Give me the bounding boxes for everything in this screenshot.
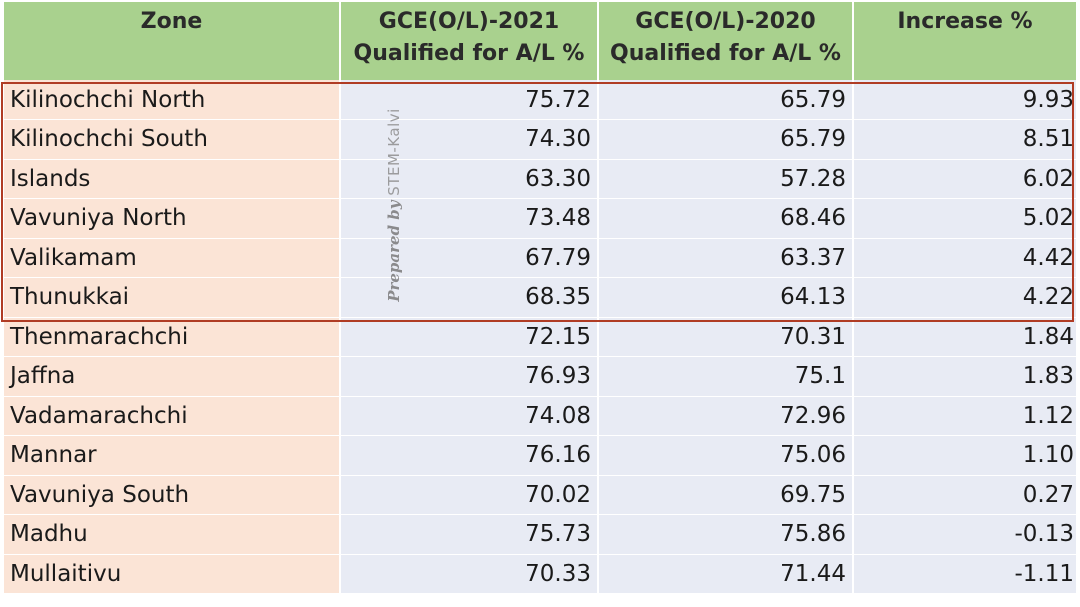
value-2020-cell: 70.31 <box>598 317 854 357</box>
value-2020-cell: 64.13 <box>598 277 854 318</box>
value-2020-cell: 75.86 <box>598 514 854 555</box>
increase-cell: -0.13 <box>853 514 1076 555</box>
increase-cell: 6.02 <box>853 159 1076 199</box>
value-2021-cell: 74.30 <box>340 119 599 160</box>
table-row: Vavuniya South 70.02 69.75 0.27 <box>4 475 1076 515</box>
table-row: Kilinochchi North 75.72 65.79 9.93 <box>4 80 1076 120</box>
value-2021-cell: 63.30 <box>340 159 599 199</box>
header-2020-line2: Qualified for A/L % <box>610 41 841 66</box>
zone-cell: Jaffna <box>4 356 341 397</box>
zone-cell: Vadamarachchi <box>4 396 341 436</box>
header-row: Zone GCE(O/L)-2021 Qualified for A/L % G… <box>4 2 1076 80</box>
table-row: Thunukkai 68.35 64.13 4.22 <box>4 277 1076 318</box>
table-row: Islands 63.30 57.28 6.02 <box>4 159 1076 199</box>
value-2021-cell: 68.35 <box>340 277 599 318</box>
header-2021-line2: Qualified for A/L % <box>353 41 585 66</box>
header-2021: GCE(O/L)-2021 Qualified for A/L % <box>340 2 599 80</box>
value-2021-cell: 75.73 <box>340 514 599 555</box>
value-2020-cell: 72.96 <box>598 396 854 436</box>
value-2020-cell: 75.06 <box>598 435 854 476</box>
value-2020-cell: 71.44 <box>598 554 854 594</box>
table-row: Vavuniya North 73.48 68.46 5.02 <box>4 198 1076 239</box>
increase-cell: 9.93 <box>853 80 1076 120</box>
value-2020-cell: 69.75 <box>598 475 854 515</box>
value-2020-cell: 68.46 <box>598 198 854 239</box>
table-row: Vadamarachchi 74.08 72.96 1.12 <box>4 396 1076 436</box>
zone-cell: Mullaitivu <box>4 554 341 594</box>
value-2020-cell: 57.28 <box>598 159 854 199</box>
value-2021-cell: 76.93 <box>340 356 599 397</box>
increase-cell: 1.83 <box>853 356 1076 397</box>
value-2021-cell: 74.08 <box>340 396 599 436</box>
zone-cell: Islands <box>4 159 341 199</box>
value-2021-cell: 76.16 <box>340 435 599 476</box>
value-2020-cell: 65.79 <box>598 80 854 120</box>
header-increase-label: Increase % <box>897 9 1033 34</box>
value-2021-cell: 70.33 <box>340 554 599 594</box>
increase-cell: 4.42 <box>853 238 1076 278</box>
value-2021-cell: 67.79 <box>340 238 599 278</box>
table-row: Kilinochchi South 74.30 65.79 8.51 <box>4 119 1076 160</box>
header-zone-label: Zone <box>140 9 203 34</box>
table-row: Mannar 76.16 75.06 1.10 <box>4 435 1076 476</box>
value-2020-cell: 63.37 <box>598 238 854 278</box>
table-row: Mullaitivu 70.33 71.44 -1.11 <box>4 554 1076 594</box>
zone-cell: Kilinochchi South <box>4 119 341 160</box>
increase-cell: -1.11 <box>853 554 1076 594</box>
increase-cell: 8.51 <box>853 119 1076 160</box>
header-increase: Increase % <box>853 2 1076 80</box>
zone-cell: Kilinochchi North <box>4 80 341 120</box>
increase-cell: 0.27 <box>853 475 1076 515</box>
table-body: Kilinochchi North 75.72 65.79 9.93 Kilin… <box>4 80 1076 594</box>
increase-cell: 1.12 <box>853 396 1076 436</box>
table-row: Jaffna 76.93 75.1 1.83 <box>4 356 1076 397</box>
zone-cell: Vavuniya North <box>4 198 341 239</box>
zone-cell: Thenmarachchi <box>4 317 341 357</box>
value-2020-cell: 65.79 <box>598 119 854 160</box>
increase-cell: 4.22 <box>853 277 1076 318</box>
increase-cell: 1.84 <box>853 317 1076 357</box>
value-2020-cell: 75.1 <box>598 356 854 397</box>
zone-results-table: Zone GCE(O/L)-2021 Qualified for A/L % G… <box>4 2 1076 594</box>
value-2021-cell: 72.15 <box>340 317 599 357</box>
value-2021-cell: 75.72 <box>340 80 599 120</box>
value-2021-cell: 70.02 <box>340 475 599 515</box>
header-2020: GCE(O/L)-2020 Qualified for A/L % <box>598 2 854 80</box>
table-row: Madhu 75.73 75.86 -0.13 <box>4 514 1076 555</box>
header-2020-line1: GCE(O/L)-2020 <box>635 9 816 34</box>
table-row: Valikamam 67.79 63.37 4.42 <box>4 238 1076 278</box>
zone-cell: Vavuniya South <box>4 475 341 515</box>
increase-cell: 1.10 <box>853 435 1076 476</box>
table-header: Zone GCE(O/L)-2021 Qualified for A/L % G… <box>4 2 1076 80</box>
zone-cell: Valikamam <box>4 238 341 278</box>
header-2021-line1: GCE(O/L)-2021 <box>378 9 560 34</box>
zone-cell: Thunukkai <box>4 277 341 318</box>
increase-cell: 5.02 <box>853 198 1076 239</box>
zone-cell: Mannar <box>4 435 341 476</box>
header-zone: Zone <box>4 2 341 80</box>
zone-cell: Madhu <box>4 514 341 555</box>
table-row: Thenmarachchi 72.15 70.31 1.84 <box>4 317 1076 357</box>
value-2021-cell: 73.48 <box>340 198 599 239</box>
